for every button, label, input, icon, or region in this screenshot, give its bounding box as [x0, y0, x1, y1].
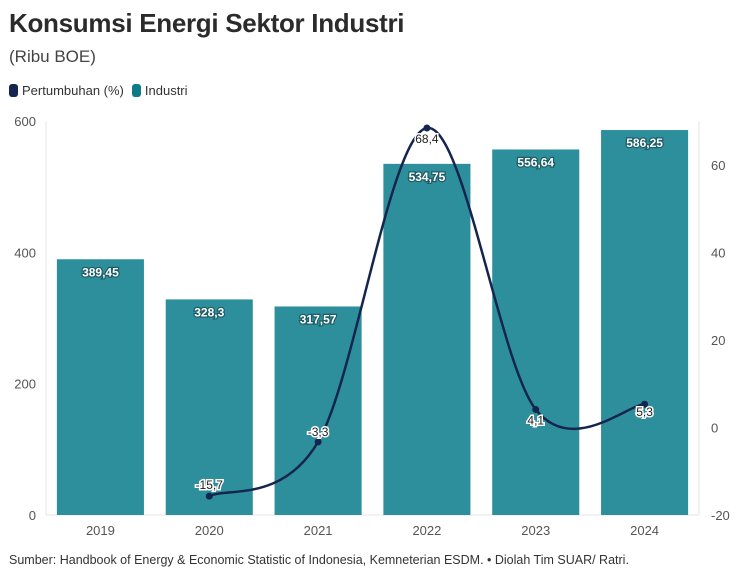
- legend-label-growth: Pertumbuhan (%): [22, 83, 124, 98]
- bar-data-label: 556,64: [517, 155, 554, 169]
- x-tick-label: 2021: [304, 523, 333, 538]
- left-tick-label: 200: [14, 377, 36, 392]
- growth-point-2020: [205, 492, 213, 500]
- legend-swatch-industri: [131, 84, 141, 97]
- bar-data-label: 586,25: [626, 136, 663, 150]
- bar-2020: [165, 299, 253, 515]
- x-tick-label: 2024: [630, 523, 659, 538]
- chart-title: Konsumsi Energi Sektor Industri: [9, 8, 405, 38]
- right-tick-label: 60: [711, 158, 725, 173]
- bar-2024: [601, 130, 689, 515]
- x-tick-label: 2023: [521, 523, 550, 538]
- source-note: Sumber: Handbook of Energy & Economic St…: [9, 553, 629, 567]
- left-tick-label: 600: [14, 114, 36, 129]
- right-tick-label: -20: [711, 508, 730, 523]
- growth-data-label: -3,3: [308, 425, 329, 439]
- bar-2021: [274, 306, 362, 515]
- chart-subtitle: (Ribu BOE): [9, 47, 96, 66]
- x-tick-label: 2019: [86, 523, 115, 538]
- bar-data-label: 317,57: [300, 312, 337, 326]
- right-tick-label: 40: [711, 245, 725, 260]
- left-tick-label: 0: [29, 508, 36, 523]
- bar-data-label: 534,75: [409, 170, 446, 184]
- bar-2019: [56, 259, 144, 515]
- bar-2022: [383, 163, 471, 515]
- bar-data-label: 328,3: [194, 305, 224, 319]
- growth-point-2021: [314, 438, 322, 446]
- right-tick-label: 0: [711, 420, 718, 435]
- growth-data-label: 68,4: [415, 132, 439, 146]
- legend-swatch-growth: [9, 84, 18, 97]
- growth-point-2023: [532, 405, 540, 413]
- legend: Pertumbuhan (%) Industri: [9, 83, 188, 98]
- growth-point-2024: [641, 400, 649, 408]
- growth-data-label: 5,3: [636, 405, 653, 419]
- bar-data-label: 389,45: [82, 265, 119, 279]
- growth-point-2022: [423, 124, 431, 132]
- growth-data-label: 4,1: [527, 413, 544, 427]
- bar-2023: [492, 149, 580, 515]
- growth-data-label: -15,7: [196, 478, 224, 492]
- x-tick-label: 2020: [195, 523, 224, 538]
- x-tick-label: 2022: [412, 523, 441, 538]
- left-tick-label: 400: [14, 245, 36, 260]
- legend-label-industri: Industri: [144, 83, 188, 98]
- right-tick-label: 20: [711, 333, 725, 348]
